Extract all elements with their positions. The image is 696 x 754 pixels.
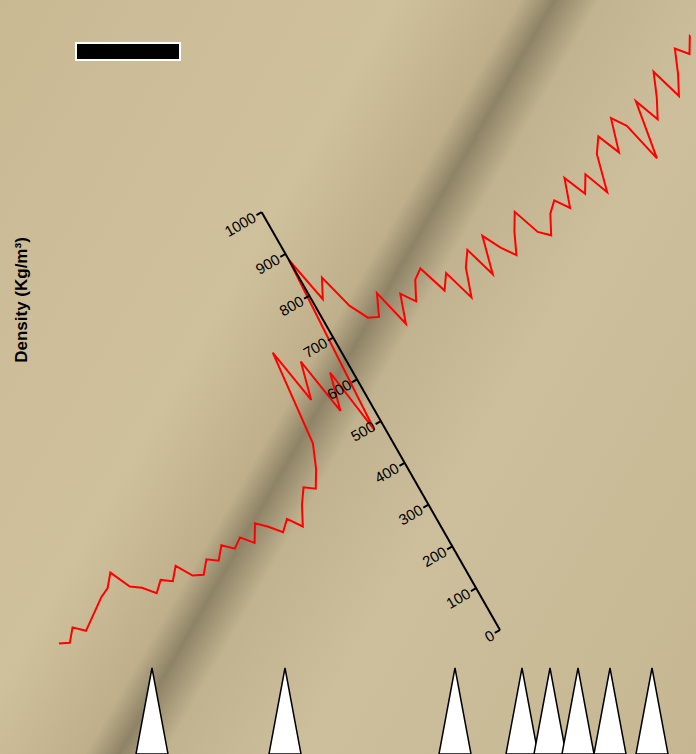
html-text:Density (Kg/m³): Density (Kg/m³)	[12, 237, 31, 363]
svg-text:500: 500	[348, 418, 378, 445]
svg-text:0: 0	[482, 626, 498, 645]
svg-text:600: 600	[324, 376, 354, 403]
svg-text:900: 900	[253, 250, 283, 277]
svg-text:400: 400	[372, 459, 402, 486]
svg-text:700: 700	[300, 334, 330, 361]
svg-text:300: 300	[396, 501, 426, 528]
svg-text:200: 200	[419, 543, 449, 570]
svg-text:1000: 1000	[221, 209, 258, 240]
svg-text:100: 100	[443, 585, 473, 612]
svg-text:800: 800	[276, 292, 306, 319]
